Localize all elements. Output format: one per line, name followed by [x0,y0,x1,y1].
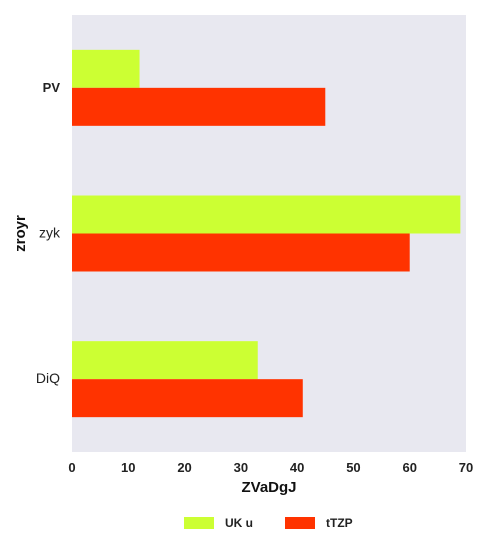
bar-zyk-series-2 [72,233,410,272]
legend-swatch [285,517,315,529]
y-tick-label: DiQ [36,370,60,386]
y-tick-labels: PV zyk DiQ [36,80,61,386]
x-tick-label: 50 [346,460,360,475]
bar-zyk-series-1 [72,195,461,234]
y-axis-title: zroyr [12,215,29,252]
y-tick-label: zyk [39,225,61,241]
x-tick-label: 60 [402,460,416,475]
x-axis-title: ZVaDgJ [241,479,296,496]
legend: UK u tTZP [184,516,353,530]
x-tick-labels: 0 10 20 30 40 50 60 70 [68,460,473,475]
x-tick-label: 30 [234,460,248,475]
bar-pv-series-1 [72,49,140,88]
bar-diq-series-1 [72,341,258,380]
legend-label: UK u [225,516,253,530]
x-tick-label: 70 [459,460,473,475]
x-tick-label: 20 [177,460,191,475]
bar-pv-series-2 [72,87,326,126]
legend-label: tTZP [326,516,353,530]
y-tick-label: PV [43,80,61,95]
x-tick-label: 10 [121,460,135,475]
x-tick-label: 40 [290,460,304,475]
x-tick-label: 0 [68,460,75,475]
bars-group [72,49,461,418]
legend-swatch [184,517,214,529]
bar-diq-series-2 [72,379,303,418]
